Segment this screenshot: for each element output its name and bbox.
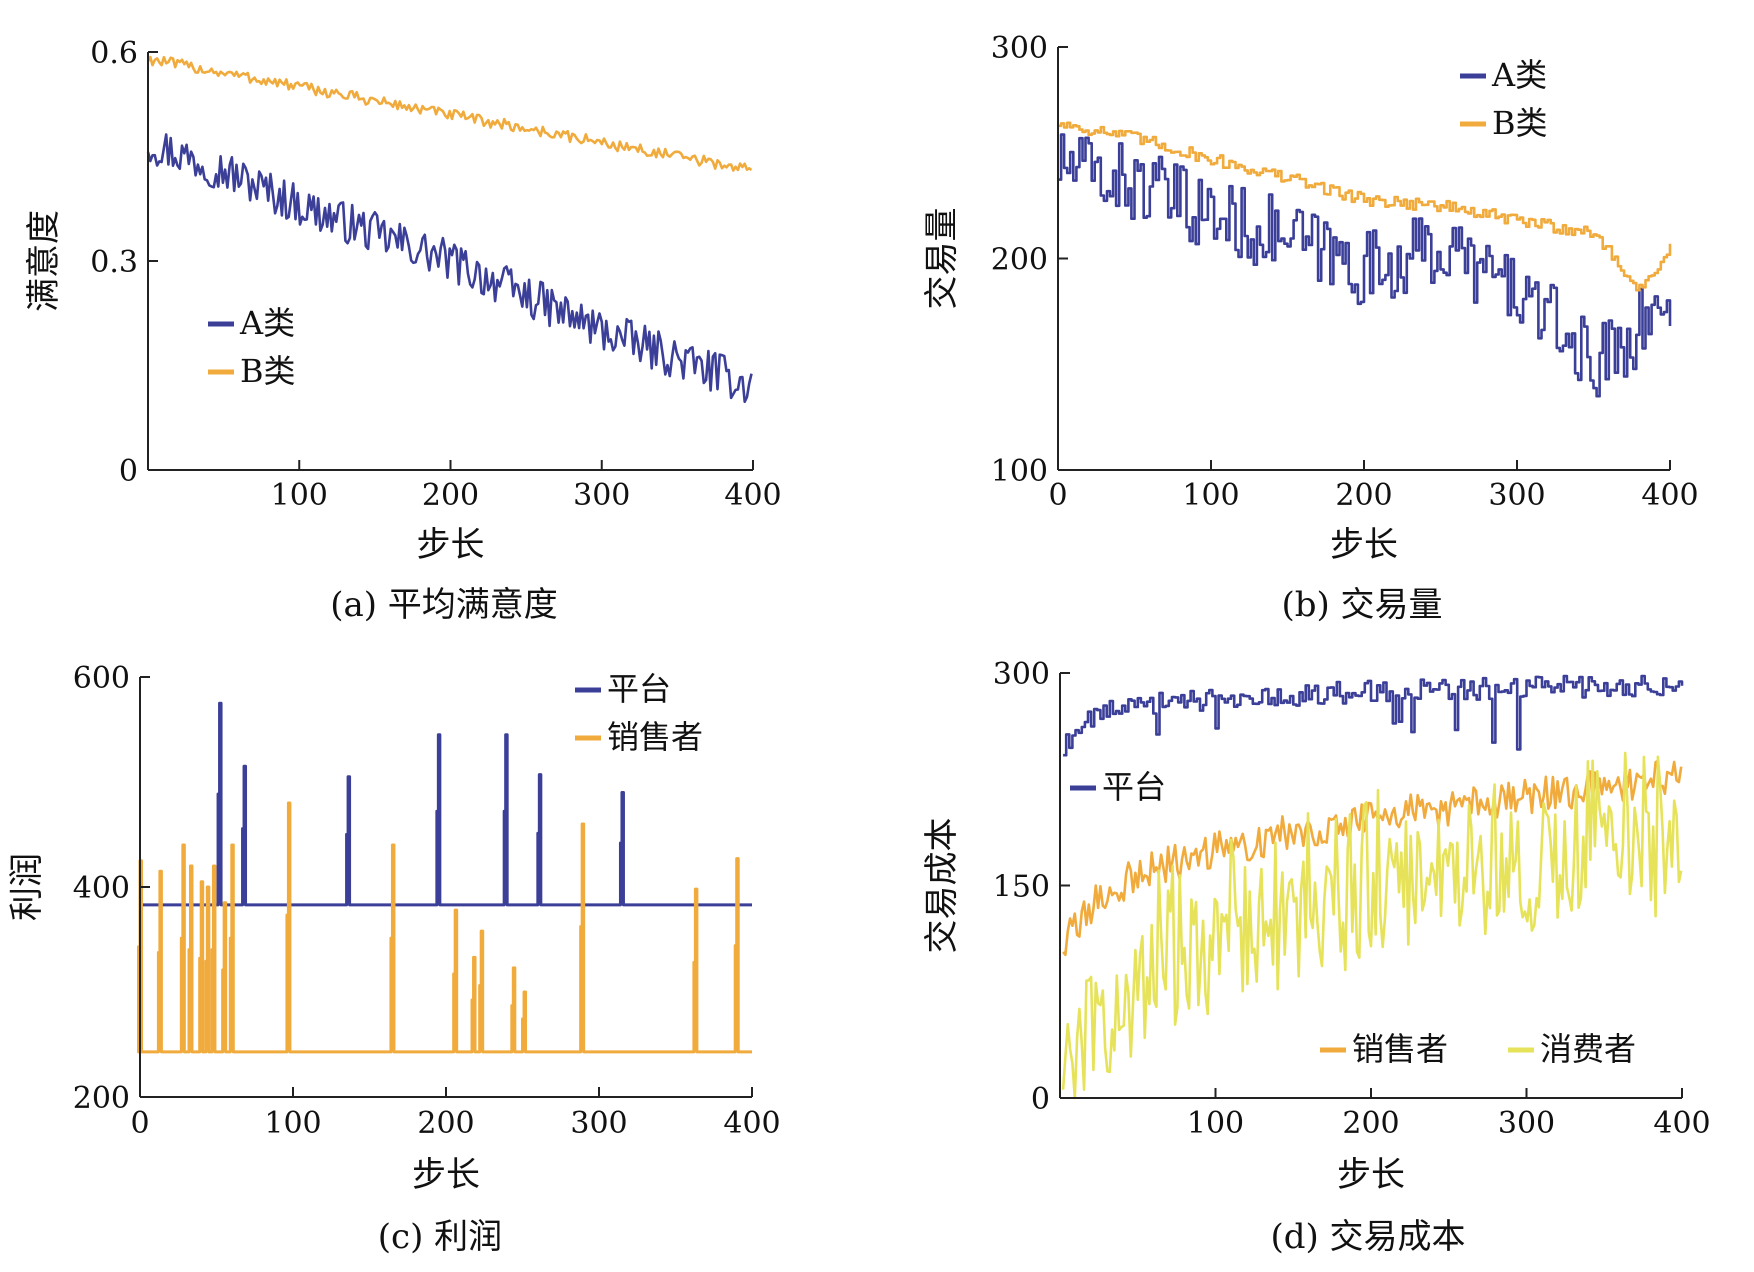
x-tick-label: 200 bbox=[422, 478, 479, 513]
series-line-d-0 bbox=[1063, 674, 1684, 757]
x-tick-label: 400 bbox=[1653, 1106, 1710, 1141]
series-line-b-0 bbox=[1058, 133, 1672, 398]
y-axis-title: 利润 bbox=[7, 853, 47, 921]
x-axis-title: 步长 bbox=[412, 1155, 480, 1195]
x-axis-title: 步长 bbox=[1337, 1155, 1405, 1195]
y-tick-label: 100 bbox=[991, 454, 1048, 489]
chart-caption: (a) 平均满意度 bbox=[330, 585, 558, 625]
x-tick-label: 400 bbox=[1641, 478, 1698, 513]
x-tick-label: 300 bbox=[1498, 1106, 1555, 1141]
chart-caption: (d) 交易成本 bbox=[1270, 1217, 1465, 1257]
legend-label: 消费者 bbox=[1540, 1030, 1636, 1068]
y-axis-title: 交易成本 bbox=[922, 818, 962, 954]
x-tick-label: 300 bbox=[573, 478, 630, 513]
y-tick-label: 0.3 bbox=[90, 245, 138, 280]
y-tick-label: 0 bbox=[119, 454, 138, 489]
y-tick-label: 0 bbox=[1031, 1082, 1050, 1117]
x-tick-label: 0 bbox=[130, 1106, 149, 1141]
x-tick-label: 100 bbox=[271, 478, 328, 513]
x-tick-label: 300 bbox=[1488, 478, 1545, 513]
chart-caption: (c) 利润 bbox=[378, 1217, 502, 1257]
y-tick-label: 0.6 bbox=[90, 36, 138, 71]
x-axis-title: 步长 bbox=[1330, 525, 1398, 565]
y-tick-label: 300 bbox=[993, 657, 1050, 692]
legend-label: 销售者 bbox=[607, 718, 703, 756]
legend-label: A类 bbox=[1491, 56, 1547, 94]
series-line-c-0 bbox=[140, 701, 752, 907]
x-tick-label: 100 bbox=[264, 1106, 321, 1141]
x-tick-label: 100 bbox=[1187, 1106, 1244, 1141]
x-tick-label: 200 bbox=[417, 1106, 474, 1141]
legend-label: 平台 bbox=[1102, 768, 1166, 806]
x-tick-label: 200 bbox=[1335, 478, 1392, 513]
series-line-d-2 bbox=[1061, 751, 1683, 1100]
series-line-c-1 bbox=[137, 801, 752, 1054]
y-tick-label: 200 bbox=[991, 243, 1048, 278]
y-tick-label: 150 bbox=[993, 870, 1050, 905]
y-axis-title: 交易量 bbox=[922, 208, 962, 310]
legend-label: B类 bbox=[240, 352, 296, 390]
x-axis-title: 步长 bbox=[417, 525, 485, 565]
x-tick-label: 400 bbox=[724, 478, 781, 513]
y-axis-title: 满意度 bbox=[24, 210, 64, 312]
series-line-a-0 bbox=[146, 133, 753, 404]
chart-caption: (b) 交易量 bbox=[1281, 585, 1442, 625]
y-tick-label: 300 bbox=[991, 31, 1048, 66]
x-tick-label: 100 bbox=[1182, 478, 1239, 513]
legend-label: B类 bbox=[1492, 104, 1548, 142]
x-tick-label: 200 bbox=[1342, 1106, 1399, 1141]
legend-label: 平台 bbox=[607, 670, 671, 708]
y-tick-label: 200 bbox=[73, 1081, 130, 1116]
x-tick-label: 0 bbox=[1048, 478, 1067, 513]
series-line-d-1 bbox=[1062, 759, 1683, 957]
series-line-a-1 bbox=[146, 55, 753, 172]
y-tick-label: 600 bbox=[73, 661, 130, 696]
legend-label: A类 bbox=[239, 304, 295, 342]
x-tick-label: 400 bbox=[723, 1106, 780, 1141]
chart-panel-a: 0 0.3 0.6 100 200 300 400 步长 满意度 (a) 平均满意度 A类 B类 bbox=[24, 36, 782, 625]
x-tick-label: 300 bbox=[570, 1106, 627, 1141]
legend-label: 销售者 bbox=[1352, 1030, 1448, 1068]
series-line-b-1 bbox=[1058, 121, 1672, 292]
y-tick-label: 400 bbox=[73, 871, 130, 906]
